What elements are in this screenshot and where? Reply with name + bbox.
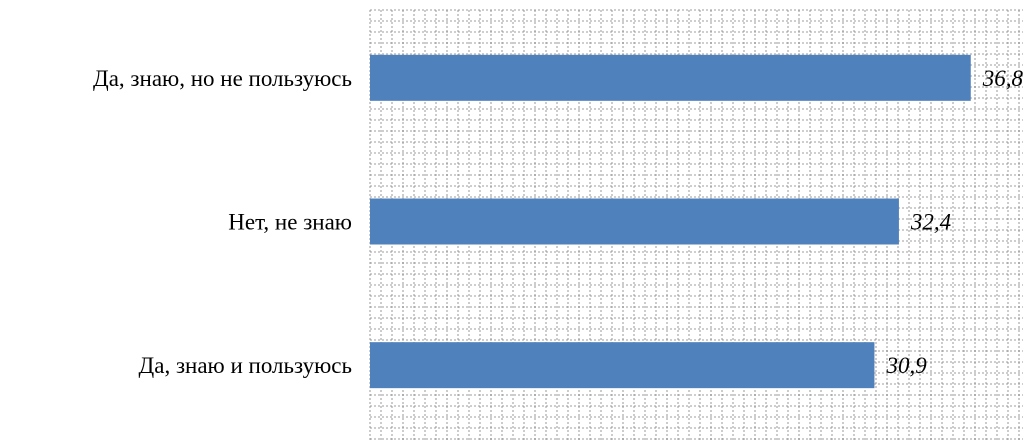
category-label: Нет, не знаю bbox=[228, 210, 352, 235]
data-label: 36,8 bbox=[982, 66, 1024, 91]
data-label: 30,9 bbox=[885, 353, 927, 378]
category-label: Да, знаю, но не пользуюсь bbox=[93, 66, 352, 91]
value-labels: 36,8 32,4 30,9 bbox=[885, 66, 1023, 378]
bar bbox=[370, 198, 899, 245]
chart-bars bbox=[370, 54, 971, 389]
bar bbox=[370, 54, 971, 101]
category-label: Да, знаю и пользуюсь bbox=[139, 353, 352, 378]
bar bbox=[370, 342, 875, 389]
category-labels: Да, знаю, но не пользуюсь Нет, не знаю Да,… bbox=[93, 66, 352, 378]
data-label: 32,4 bbox=[910, 210, 951, 235]
